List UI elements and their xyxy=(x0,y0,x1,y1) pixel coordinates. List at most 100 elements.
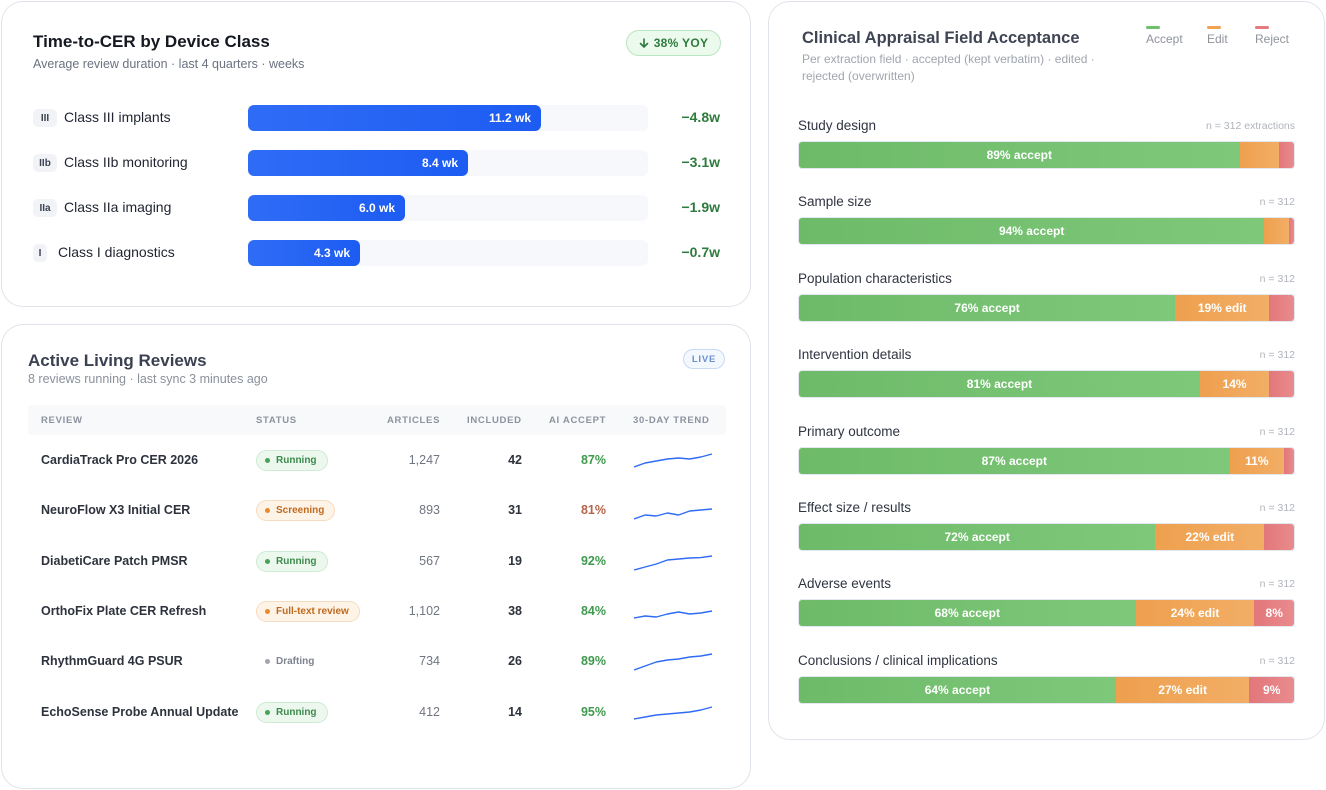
sparkline-series xyxy=(633,610,713,619)
legend-label: Edit xyxy=(1207,32,1228,46)
stacked-bar: 76% accept 19% edit xyxy=(798,293,1295,322)
duration-bar: 4.3 wk xyxy=(248,240,360,266)
field-count: n = 312 xyxy=(1259,578,1295,591)
included-count: 42 xyxy=(508,453,522,467)
accept-segment: 68% accept xyxy=(799,600,1136,627)
field-row: Primary outcome n = 312 87% accept 11% xyxy=(798,424,1295,484)
articles-count: 412 xyxy=(419,704,440,719)
column-header-review[interactable]: REVIEW xyxy=(41,415,83,426)
device-class-chip: I xyxy=(33,244,47,262)
column-header-articles[interactable]: ARTICLES xyxy=(387,415,441,426)
articles-count: 734 xyxy=(419,654,440,669)
reject-segment xyxy=(1289,218,1294,245)
accept-segment: 64% accept xyxy=(799,676,1116,703)
duration-bar: 11.2 wk xyxy=(248,105,541,131)
legend-swatch-icon xyxy=(1146,26,1160,29)
field-count: n = 312 xyxy=(1259,272,1295,285)
sparkline-series xyxy=(633,508,713,520)
status-label: Running xyxy=(276,555,317,567)
status-badge: Drafting xyxy=(256,651,326,673)
edit-segment: 14% xyxy=(1199,371,1270,398)
column-header-30-day-trend[interactable]: 30-DAY TREND xyxy=(633,415,710,426)
accept-segment: 87% accept xyxy=(799,447,1230,474)
included-count: 31 xyxy=(508,503,522,518)
review-name[interactable]: RhythmGuard 4G PSUR xyxy=(41,654,183,669)
included-count: 19 xyxy=(508,553,522,568)
device-class-row: III Class III implants 11.2 wk −4.8w xyxy=(2,105,752,131)
card-subtitle: Average review duration · last 4 quarter… xyxy=(33,57,305,71)
review-name[interactable]: CardiaTrack Pro CER 2026 xyxy=(41,453,199,467)
device-class-label: Class III implants xyxy=(64,109,171,125)
trend-sparkline xyxy=(633,453,713,468)
status-dot-icon xyxy=(265,458,270,463)
edit-segment: 19% edit xyxy=(1175,294,1270,321)
field-acceptance-card: Clinical Appraisal Field Acceptance Per … xyxy=(768,1,1325,740)
review-name[interactable]: DiabetiCare Patch PMSR xyxy=(41,553,188,568)
duration-bar: 6.0 wk xyxy=(248,195,405,221)
legend-label: Accept xyxy=(1146,32,1183,46)
table-row[interactable]: EchoSense Probe Annual Update Running 412 1… xyxy=(28,687,726,737)
stacked-bar: 94% accept xyxy=(798,217,1295,246)
trend-sparkline xyxy=(633,508,713,520)
edit-segment: 27% edit xyxy=(1115,676,1250,703)
status-label: Running xyxy=(276,455,317,466)
accept-segment: 94% accept xyxy=(799,218,1265,245)
review-name[interactable]: NeuroFlow X3 Initial CER xyxy=(41,503,191,518)
device-class-row: IIb Class IIb monitoring 8.4 wk −3.1w xyxy=(2,150,752,176)
table-row[interactable]: NeuroFlow X3 Initial CER Screening 893 31 81… xyxy=(28,485,726,535)
field-count: n = 312 xyxy=(1259,425,1295,438)
field-label: Sample size xyxy=(798,194,872,210)
field-row: Conclusions / clinical implications n = 3… xyxy=(798,653,1295,713)
column-header-ai-accept[interactable]: AI ACCEPT xyxy=(549,415,607,426)
stacked-bar: 64% accept 27% edit 9% xyxy=(798,675,1295,704)
field-label: Conclusions / clinical implications xyxy=(798,652,998,668)
status-label: Screening xyxy=(276,505,325,517)
stacked-bar: 81% accept 14% xyxy=(798,370,1295,399)
duration-delta: −0.7w xyxy=(681,244,720,260)
stacked-bar: 89% accept xyxy=(798,141,1295,169)
table-header: REVIEW STATUS ARTICLES INCLUDED AI ACCEP… xyxy=(28,405,726,435)
edit-segment: 11% xyxy=(1229,447,1285,474)
live-badge: LIVE xyxy=(683,349,725,369)
ai-accept-rate: 89% xyxy=(580,654,606,669)
included-count: 14 xyxy=(508,704,522,719)
ai-accept-rate: 95% xyxy=(580,704,606,719)
accept-segment: 72% accept xyxy=(799,524,1156,550)
edit-segment: 22% edit xyxy=(1155,524,1265,550)
device-class-label: Class IIa imaging xyxy=(64,199,172,215)
legend-label: Reject xyxy=(1255,32,1290,46)
column-header-status[interactable]: STATUS xyxy=(256,415,297,426)
field-label: Intervention details xyxy=(798,347,912,363)
sparkline-series xyxy=(633,653,713,671)
field-count: n = 312 xyxy=(1259,196,1295,209)
field-label: Population characteristics xyxy=(798,270,952,286)
status-dot-icon xyxy=(265,709,270,715)
field-label: Adverse events xyxy=(798,576,892,592)
field-row: Population characteristics n = 312 76% acc… xyxy=(798,271,1295,331)
field-label: Study design xyxy=(798,118,877,133)
field-row: Effect size / results n = 312 72% accept 22… xyxy=(798,500,1295,560)
duration-delta: −4.8w xyxy=(681,109,720,125)
status-label: Full-text review xyxy=(276,605,349,617)
status-label: Running xyxy=(276,706,317,718)
field-count: n = 312 xyxy=(1259,349,1295,362)
table-row[interactable]: CardiaTrack Pro CER 2026 Running 1,247 42 87… xyxy=(28,435,726,485)
legend-swatch-icon xyxy=(1255,26,1269,29)
table-row[interactable]: OrthoFix Plate CER Refresh Full-text revi… xyxy=(28,586,726,636)
articles-count: 893 xyxy=(419,503,440,518)
ai-accept-rate: 81% xyxy=(580,503,606,518)
table-row[interactable]: RhythmGuard 4G PSUR Drafting 734 26 89% xyxy=(28,636,726,686)
field-row: Intervention details n = 312 81% accept 14% xyxy=(798,347,1295,407)
field-row: Adverse events n = 312 68% accept 24% edit 8… xyxy=(798,576,1295,636)
review-name[interactable]: EchoSense Probe Annual Update xyxy=(41,704,239,719)
status-badge: Screening xyxy=(256,500,336,522)
card-subtitle: 8 reviews running · last sync 3 minutes … xyxy=(28,372,268,386)
reject-segment xyxy=(1269,371,1294,398)
device-class-row: I Class I diagnostics 4.3 wk −0.7w xyxy=(2,240,752,266)
column-header-included[interactable]: INCLUDED xyxy=(467,415,522,426)
review-name[interactable]: OrthoFix Plate CER Refresh xyxy=(41,603,207,618)
trend-sparkline xyxy=(633,554,713,571)
ai-accept-rate: 92% xyxy=(580,553,606,568)
table-row[interactable]: DiabetiCare Patch PMSR Running 567 19 92% xyxy=(28,536,726,586)
duration-bar: 8.4 wk xyxy=(248,150,468,176)
